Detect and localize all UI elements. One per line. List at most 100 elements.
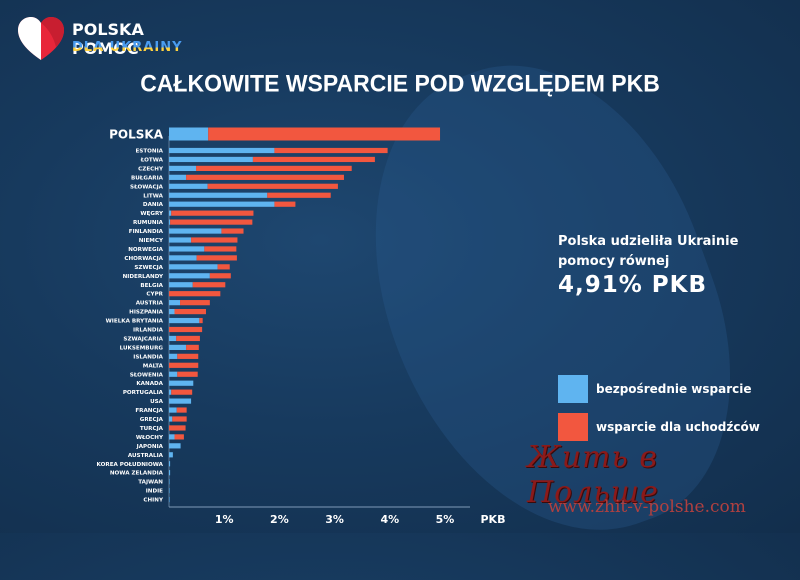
bar-direct-14 xyxy=(169,264,218,270)
bar-refugees-26 xyxy=(177,371,198,377)
bar-refugees-30 xyxy=(176,407,187,413)
info-line-1: Polska udzieliła Ukrainie xyxy=(558,234,739,249)
bar-direct-5 xyxy=(169,183,208,189)
bar-direct-27 xyxy=(169,380,194,386)
tick-label-16: BELGIA xyxy=(140,283,163,289)
tick-label-31: GRECJA xyxy=(140,417,164,423)
bar-direct-18 xyxy=(169,300,181,306)
bar-refugees-11 xyxy=(191,237,238,243)
tick-label-35: AUSTRALIA xyxy=(128,453,164,459)
bar-refugees-3 xyxy=(196,165,352,171)
bar-refugees-7 xyxy=(274,201,296,207)
tick-label-6: LITWA xyxy=(143,193,163,199)
bar-refugees-32 xyxy=(169,425,186,431)
chart-title: CAŁKOWITE WSPARCIE POD WZGLĘDEM PKB xyxy=(140,69,660,97)
tick-label-13: CHORWACJA xyxy=(124,256,163,262)
tick-label-38: TAJWAN xyxy=(138,480,163,486)
legend-label-direct: bezpośrednie wsparcie xyxy=(596,382,752,396)
bar-refugees-23 xyxy=(186,344,199,350)
tick-label-26: SŁOWENIA xyxy=(130,372,164,378)
tick-label-18: AUSTRIA xyxy=(136,301,164,307)
tick-label-3: CZECHY xyxy=(138,166,164,172)
bar-refugees-20 xyxy=(199,317,203,324)
tick-label-28: PORTUGALIA xyxy=(123,390,164,396)
tick-label-22: SZWAJCARIA xyxy=(123,336,163,342)
bar-direct-33 xyxy=(169,434,175,440)
bar-direct-20 xyxy=(169,317,200,324)
tick-label-4: BUŁGARIA xyxy=(131,175,164,181)
tick-label-15: NIDERLANDY xyxy=(123,274,164,280)
x-tick-label-2: 3% xyxy=(325,513,344,526)
bar-direct-4 xyxy=(169,174,187,180)
bar-refugees-33 xyxy=(174,434,184,440)
legend-item-refugees: wsparcie dla uchodźców xyxy=(558,413,760,441)
bar-refugees-28 xyxy=(171,389,193,395)
logo: POLSKA POMOC DLA UKRAINY xyxy=(16,14,206,62)
bar-refugees-13 xyxy=(196,255,237,261)
bar-refugees-16 xyxy=(192,282,226,288)
bar-direct-7 xyxy=(169,201,275,207)
heart-logo-icon xyxy=(18,17,64,60)
legend-item-direct: bezpośrednie wsparcie xyxy=(558,375,752,403)
bar-refugees-22 xyxy=(176,335,200,342)
bar-refugees-19 xyxy=(174,309,206,315)
bar-direct-12 xyxy=(169,246,205,252)
bar-direct-37 xyxy=(169,470,171,476)
bar-direct-10 xyxy=(169,228,222,234)
watermark-url: www.zhit-v-polshe.com xyxy=(548,497,746,517)
bar-direct-23 xyxy=(169,344,187,350)
bar-direct-40 xyxy=(169,496,170,503)
bar-direct-26 xyxy=(169,371,178,377)
bar-refugees-12 xyxy=(204,246,237,252)
bar-direct-30 xyxy=(169,407,177,413)
tick-label-27: KANADA xyxy=(136,381,163,387)
bar-direct-38 xyxy=(169,479,170,485)
legend-swatch-refugees xyxy=(558,413,588,441)
bar-refugees-1 xyxy=(274,147,388,154)
x-tick-label-4: 5% xyxy=(436,513,455,526)
tick-label-12: NORWEGIA xyxy=(128,247,163,253)
tick-label-8: WĘGRY xyxy=(140,211,164,217)
legend-label-refugees: wsparcie dla uchodźców xyxy=(596,420,760,434)
tick-label-39: INDIE xyxy=(146,489,163,495)
x-tick-label-3: 4% xyxy=(380,513,399,526)
bar-direct-35 xyxy=(169,452,173,458)
bar-direct-28 xyxy=(169,389,172,395)
bar-direct-39 xyxy=(169,488,170,494)
bar-refugees-25 xyxy=(169,362,199,368)
bar-direct-36 xyxy=(169,461,171,467)
bar-direct-2 xyxy=(169,156,253,163)
x-tick-label-0: 1% xyxy=(215,513,234,526)
bar-refugees-21 xyxy=(169,326,203,333)
bar-direct-3 xyxy=(169,165,197,171)
tick-label-11: NIEMCY xyxy=(139,238,164,244)
tick-label-37: NOWA ZELANDIA xyxy=(110,471,164,477)
legend-swatch-direct xyxy=(558,375,588,403)
bar-direct-9 xyxy=(169,219,171,225)
bar-refugees-14 xyxy=(217,264,230,270)
tick-label-30: FRANCJA xyxy=(135,408,163,414)
info-line-2: pomocy równej xyxy=(558,254,670,269)
watermark-title: Жить в Польше xyxy=(527,440,659,510)
bar-chart: POLSKA ESTONIA ŁOTWA CZECHY BUŁGARIA SŁOWACJA… xyxy=(110,127,470,526)
bar-refugees-2 xyxy=(252,156,375,163)
tick-label-14: SZWECJA xyxy=(134,265,163,271)
bar-direct-6 xyxy=(169,192,268,198)
bar-direct-24 xyxy=(169,353,178,359)
bar-refugees-4 xyxy=(186,174,344,180)
tick-label-10: FINLANDIA xyxy=(129,229,164,235)
tick-label-23: LUKSEMBURG xyxy=(120,345,164,351)
tick-label-2: ŁOTWA xyxy=(140,157,164,163)
tick-label-7: DANIA xyxy=(143,202,164,208)
x-tick-label-1: 2% xyxy=(270,513,289,526)
bar-direct-8 xyxy=(169,210,172,216)
bar-refugees-24 xyxy=(177,353,199,359)
tick-label-32: TURCJA xyxy=(140,426,164,432)
bar-refugees-9 xyxy=(170,219,253,225)
bar-refugees-6 xyxy=(267,192,331,198)
tick-label-40: CHINY xyxy=(143,498,164,504)
bar-refugees-10 xyxy=(221,228,244,234)
bar-refugees-17 xyxy=(169,291,221,297)
bar-direct-31 xyxy=(169,416,173,422)
tick-label-1: ESTONIA xyxy=(135,149,163,155)
